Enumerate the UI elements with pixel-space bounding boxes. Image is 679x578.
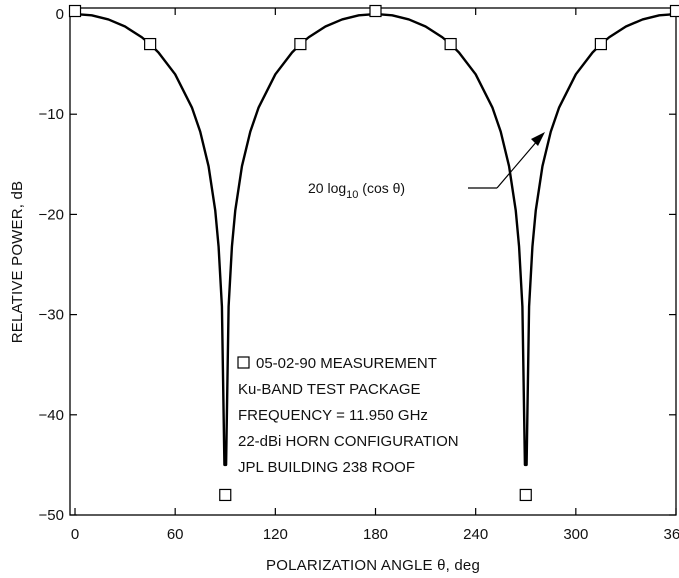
x-tick-label: 360: [663, 526, 679, 543]
y-tick-label: −50: [39, 507, 64, 524]
formula-label: 20 log10 (cos θ): [308, 180, 405, 201]
legend-line: 22-dBi HORN CONFIGURATION: [238, 433, 459, 450]
y-tick-label: 0: [56, 6, 64, 23]
annotation-leader-diag: [496, 139, 539, 189]
measurement-point: [369, 4, 382, 18]
measurement-point: [669, 4, 679, 18]
x-tick-label: 120: [263, 526, 288, 543]
measurement-point: [594, 37, 607, 51]
measurement-point: [444, 37, 457, 51]
measurement-point: [294, 37, 307, 51]
marker-layer: [68, 4, 679, 502]
legend-line: JPL BUILDING 238 ROOF: [238, 459, 415, 476]
legend-marker-square: [237, 356, 250, 369]
x-tick-label: 180: [363, 526, 388, 543]
x-axis-title: POLARIZATION ANGLE θ, deg: [266, 557, 480, 574]
measurement-point: [68, 4, 82, 18]
x-tick-label: 0: [71, 526, 79, 543]
curve-annotation: 20 log10 (cos θ): [308, 132, 545, 201]
legend-line: FREQUENCY = 11.950 GHz: [238, 407, 428, 424]
measurement-point: [219, 488, 232, 502]
y-tick-label: −20: [39, 206, 64, 223]
y-tick-label: −40: [39, 407, 64, 424]
y-tick-label: −30: [39, 307, 64, 324]
x-tick-label: 300: [563, 526, 588, 543]
annotation-arrowhead: [531, 132, 545, 146]
measurement-point: [144, 37, 157, 51]
legend-line: Ku-BAND TEST PACKAGE: [238, 381, 421, 398]
y-axis-title: RELATIVE POWER, dB: [9, 181, 26, 344]
measurement-point: [519, 488, 532, 502]
x-tick-label: 60: [167, 526, 184, 543]
axis-ticks: 0 60 120 180 240 300 360 0 −10 −20 −30 −40 −50: [39, 6, 679, 543]
legend-marker-label: 05-02-90 MEASUREMENT: [256, 355, 437, 372]
legend: 05-02-90 MEASUREMENT Ku-BAND TEST PACKAG…: [237, 355, 459, 476]
y-tick-label: −10: [39, 106, 64, 123]
x-tick-label: 240: [463, 526, 488, 543]
